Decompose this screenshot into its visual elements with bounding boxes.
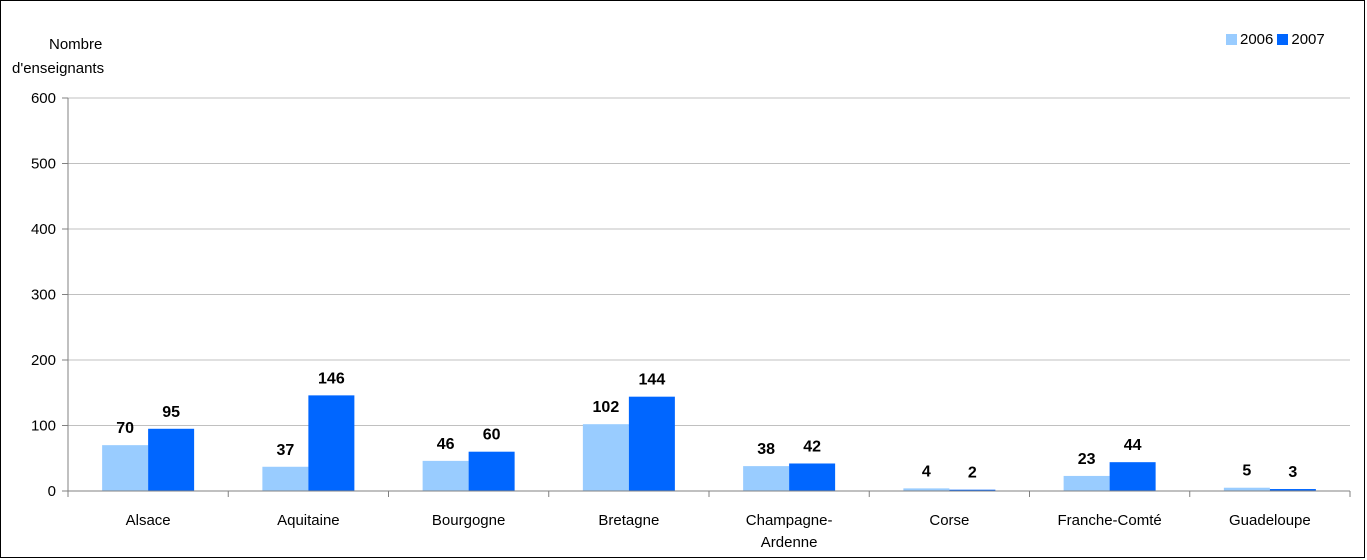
data-label-2006: 38 (757, 441, 775, 458)
legend-label-2007: 2007 (1291, 31, 1325, 48)
data-label-2006: 37 (276, 442, 294, 459)
bar-2006 (422, 460, 469, 491)
y-tick-label: 600 (31, 90, 56, 107)
bar-2006 (102, 445, 149, 491)
legend-swatch-2006 (1226, 34, 1237, 45)
data-label-2006: 23 (1078, 451, 1096, 468)
data-label-2007: 146 (318, 370, 345, 387)
data-label-2007: 42 (803, 438, 821, 455)
data-label-2006: 70 (116, 420, 134, 437)
x-tick-label: Aquitaine (277, 512, 340, 529)
legend-label-2006: 2006 (1240, 31, 1274, 48)
data-label-2007: 60 (483, 427, 501, 444)
bar-2006 (903, 488, 950, 491)
y-tick-label: 300 (31, 287, 56, 304)
data-label-2007: 95 (162, 404, 180, 421)
data-label-2006: 102 (593, 399, 620, 416)
x-tick-label: Champagne- (746, 512, 833, 529)
bar-2007 (308, 395, 355, 491)
data-label-2007: 44 (1124, 437, 1142, 454)
bar-2007 (148, 428, 195, 491)
legend: 2006 2007 (1226, 31, 1329, 48)
data-label-2006: 5 (1242, 463, 1251, 480)
x-tick-label: Guadeloupe (1229, 512, 1311, 529)
bar-2006 (1063, 475, 1110, 491)
y-axis-title-line: d'enseignants (12, 60, 104, 77)
legend-swatch-2007 (1277, 34, 1289, 45)
bar-2007 (1109, 462, 1156, 491)
bar-2006 (582, 424, 629, 491)
data-label-2006: 4 (922, 463, 931, 480)
data-label-2007: 2 (968, 465, 977, 482)
bar-2007 (468, 451, 515, 491)
bar-2007 (628, 396, 675, 491)
y-tick-label: 400 (31, 221, 56, 238)
bar-2006 (262, 466, 309, 491)
bar-2007 (949, 489, 996, 491)
data-label-2006: 46 (437, 436, 455, 453)
bar-2006 (743, 466, 790, 491)
y-tick-label: 200 (31, 352, 56, 369)
x-tick-label: Bourgogne (432, 512, 505, 529)
legend-item-2007: 2007 (1277, 31, 1325, 48)
y-tick-label: 0 (48, 483, 56, 500)
data-label-2007: 144 (639, 372, 666, 389)
x-tick-label: Alsace (126, 512, 171, 529)
bar-2007 (789, 463, 836, 491)
bar-2007 (1269, 489, 1316, 491)
y-axis-title-line: Nombre (49, 36, 102, 53)
x-tick-label: Bretagne (598, 512, 659, 529)
y-tick-label: 100 (31, 418, 56, 435)
x-tick-label: Ardenne (761, 534, 818, 551)
data-label-2007: 3 (1288, 464, 1297, 481)
x-tick-label: Franche-Comté (1058, 512, 1162, 529)
legend-item-2006: 2006 (1226, 31, 1273, 48)
bar-2006 (1223, 487, 1270, 491)
x-tick-label: Corse (929, 512, 969, 529)
y-tick-label: 500 (31, 156, 56, 173)
